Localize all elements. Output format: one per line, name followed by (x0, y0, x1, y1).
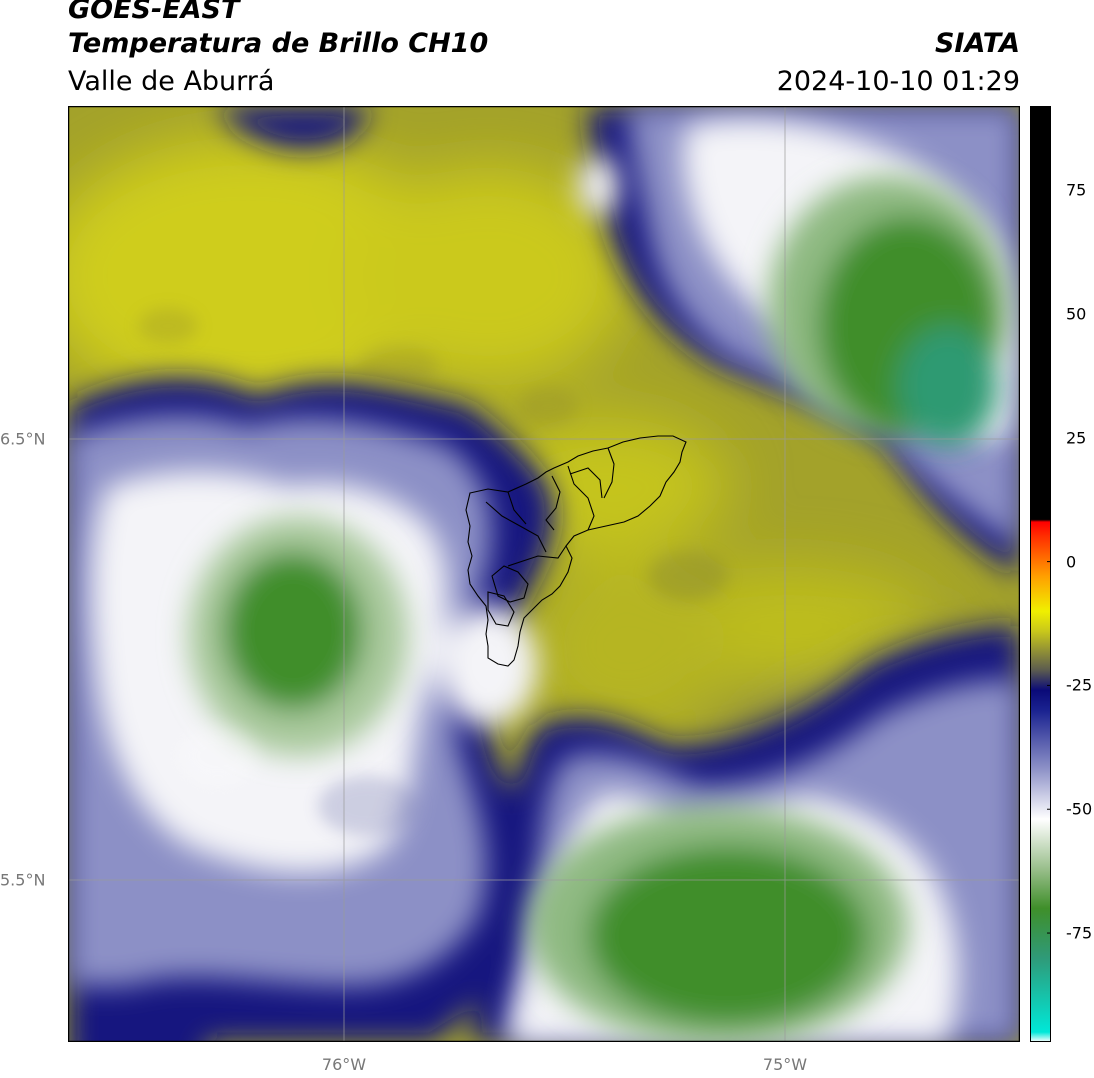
agency-label: SIATA (934, 28, 1020, 59)
datetime-label: 2024-10-10 01:29 (776, 66, 1020, 97)
cold-cloud-green-cores (188, 176, 1008, 1042)
valley-boundaries (465, 435, 687, 667)
texture-overlay (138, 308, 728, 836)
colorbar-tick-label: 50 (1066, 304, 1087, 324)
product-title: Temperatura de Brillo CH10 (68, 28, 489, 59)
lon-tick-label: 75°W (762, 1055, 808, 1074)
region-label: Valle de Aburrá (68, 66, 275, 97)
colorbar-tick-label: 25 (1066, 428, 1087, 448)
colorbar-ticks (1047, 189, 1051, 934)
lat-tick-label: 6.5°N (0, 429, 46, 449)
satellite-map[interactable] (68, 106, 1020, 1042)
colorbar (1030, 106, 1051, 1042)
graticule (68, 106, 1020, 1042)
lat-tick-label: 5.5°N (0, 870, 46, 890)
colorbar-tick-label: 75 (1066, 180, 1087, 200)
colorbar-tick-label: -50 (1066, 799, 1093, 819)
colorbar-tick-label: -75 (1066, 923, 1093, 943)
satellite-title: GOES-EAST (68, 0, 240, 25)
colorbar-tick-label: -25 (1066, 675, 1093, 695)
colorbar-tick-label: 0 (1066, 552, 1077, 572)
lon-tick-label: 76°W (321, 1055, 367, 1074)
